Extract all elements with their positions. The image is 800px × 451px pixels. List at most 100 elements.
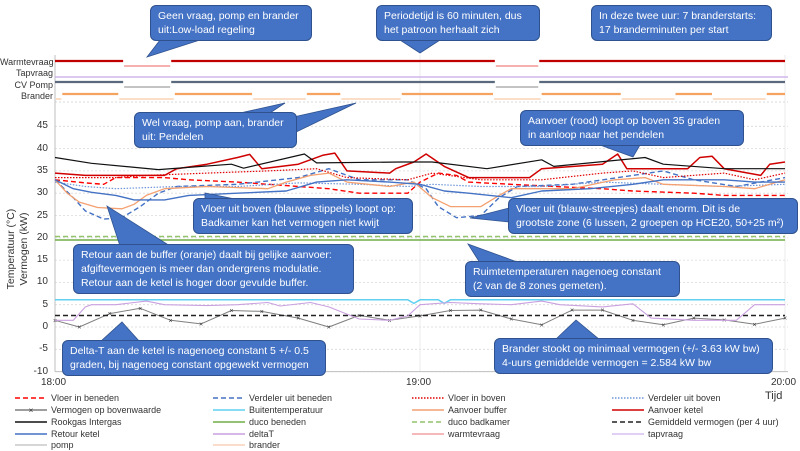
legend-item: Aanvoer buffer <box>412 404 507 416</box>
status-strip <box>55 59 788 100</box>
legend-swatch <box>412 433 444 435</box>
annotation-callout: Wel vraag, pomp aan, brander uit: Pendele… <box>134 112 297 148</box>
legend-swatch <box>612 409 644 411</box>
annotation-callout: In deze twee uur: 7 branderstarts: 17 bra… <box>591 5 772 41</box>
legend-label: Verdeler uit boven <box>648 393 721 403</box>
annotation-text: Ruimtetemperaturen nagenoeg constant <box>473 266 661 278</box>
legend-label: pomp <box>51 440 74 450</box>
data-point-marker: × <box>199 321 203 328</box>
callout-pointer <box>98 321 141 343</box>
annotation-text: Aanvoer (rood) loopt op boven 35 graden <box>528 115 721 127</box>
annotation-text: graden, bij nagenoeg constant opgewekt v… <box>70 359 309 371</box>
annotation-text: Brander stookt op minimaal vermogen (+/-… <box>502 343 760 355</box>
annotation-text: Geen vraag, pomp en brander <box>158 10 299 22</box>
annotation-text: 4-uurs gemiddelde vermogen = 2.584 kW bw <box>502 357 712 369</box>
data-point-marker: × <box>783 316 787 323</box>
annotation-callout: Delta-T aan de ketel is nagenoeg constan… <box>62 340 326 376</box>
data-point-marker: × <box>600 308 604 315</box>
legend-label: Vloer in boven <box>448 393 506 403</box>
annotation-callout: Geen vraag, pomp en brander uit:Low-load … <box>150 5 312 41</box>
data-point-marker: × <box>327 325 331 332</box>
annotation-text: afgiftevermogen is meer dan ondergrens m… <box>81 263 322 275</box>
legend-label: Aanvoer ketel <box>648 405 704 415</box>
series-retour-ketel <box>54 179 785 201</box>
series-aanvoer-ketel <box>54 152 786 179</box>
annotation-callout: Brander stookt op minimaal vermogen (+/-… <box>494 338 773 374</box>
data-point-marker: × <box>722 317 726 324</box>
legend-label: Vermogen op bovenwaarde <box>51 405 162 415</box>
legend-item: Verdeler uit beneden <box>213 392 332 404</box>
legend-item: pomp <box>15 439 74 451</box>
legend-label: Retour ketel <box>51 429 100 439</box>
legend-item: deltaT <box>213 428 274 440</box>
x-axis-title: Tijd <box>765 390 783 402</box>
data-point-marker: × <box>169 318 173 325</box>
legend-item: Buitentemperatuur <box>213 404 323 416</box>
x-tick-label: 20:00 <box>771 377 797 388</box>
legend-swatch <box>213 409 245 411</box>
annotation-callout: Ruimtetemperaturen nagenoeg constant (2 v… <box>465 261 680 297</box>
callout-pointer <box>469 207 510 223</box>
annotation-text: grootste zone (6 lussen, 2 groepen op HC… <box>516 217 784 229</box>
y-tick-label: 20 <box>36 231 48 243</box>
annotation-text: 17 branderminuten per start <box>599 24 729 36</box>
series-rookgas-intergas <box>54 153 785 171</box>
y-tick-label: 15 <box>36 254 48 266</box>
legend-item: brander <box>213 439 280 451</box>
legend-item: duco beneden <box>213 416 306 428</box>
legend-label: Rookgas Intergas <box>51 417 122 427</box>
y-tick-label: -5 <box>39 343 48 355</box>
series-deltat <box>55 300 785 321</box>
data-point-marker: × <box>540 322 544 329</box>
legend-swatch <box>15 444 47 446</box>
svg-text:×: × <box>29 406 34 414</box>
y-tick-label: -10 <box>33 365 48 377</box>
data-point-marker: × <box>108 311 112 318</box>
series-verdeler-uit-boven <box>54 181 786 190</box>
annotation-text: Vloer uit (blauw-streepjes) daalt enorm.… <box>516 203 741 215</box>
annotation-text: Vloer uit boven (blauwe stippels) loopt … <box>201 203 396 215</box>
legend-swatch <box>612 397 644 399</box>
legend-label: duco beneden <box>249 417 307 427</box>
y-tick-label: 45 <box>36 120 48 132</box>
callout-pointer <box>554 319 602 341</box>
data-point-marker: × <box>418 313 422 320</box>
data-point-marker: × <box>448 308 452 315</box>
data-point-marker: × <box>296 316 300 323</box>
data-point-marker: × <box>661 322 665 329</box>
data-point-marker: × <box>229 308 233 315</box>
legend-item: Verdeler uit boven <box>612 392 721 404</box>
y-tick-label: 10 <box>36 276 48 288</box>
legend-label: Verdeler uit beneden <box>249 393 333 403</box>
data-point-marker: × <box>570 308 574 315</box>
data-point-marker: × <box>509 316 513 323</box>
data-point-marker: × <box>631 318 635 325</box>
legend-label: Aanvoer buffer <box>448 405 507 415</box>
annotation-text: het patroon herhaalt zich <box>384 24 500 36</box>
x-tick-label: 19:00 <box>406 377 432 388</box>
annotation-text: In deze twee uur: 7 branderstarts: <box>599 10 757 22</box>
y-tick-label: 30 <box>36 187 48 199</box>
annotation-callout: Vloer uit (blauw-streepjes) daalt enorm.… <box>508 198 798 234</box>
annotation-text: Delta-T aan de ketel is nagenoeg constan… <box>70 345 309 357</box>
legend-swatch <box>213 444 245 446</box>
legend-item: tapvraag <box>612 428 683 440</box>
legend-swatch: × <box>15 406 47 414</box>
series-buitentemperatuur <box>55 299 785 305</box>
annotation-text: uit:Low-load regeling <box>158 24 255 36</box>
legend-swatch <box>412 409 444 411</box>
callout-pointer <box>398 39 442 54</box>
x-tick-label: 18:00 <box>41 377 67 388</box>
legend-item: × Vermogen op bovenwaarde <box>15 404 161 416</box>
legend-label: deltaT <box>249 429 275 439</box>
legend-label: duco badkamer <box>448 417 511 427</box>
y-tick-label: 5 <box>42 298 48 310</box>
series-aanvoer-buffer <box>54 172 786 210</box>
legend-item: Vloer in boven <box>412 392 506 404</box>
legend-label: brander <box>249 440 281 450</box>
y-tick-label: 0 <box>42 321 48 332</box>
legend-swatch <box>213 433 245 435</box>
data-point-marker: × <box>357 313 361 320</box>
legend-item: Vloer in beneden <box>15 392 119 404</box>
